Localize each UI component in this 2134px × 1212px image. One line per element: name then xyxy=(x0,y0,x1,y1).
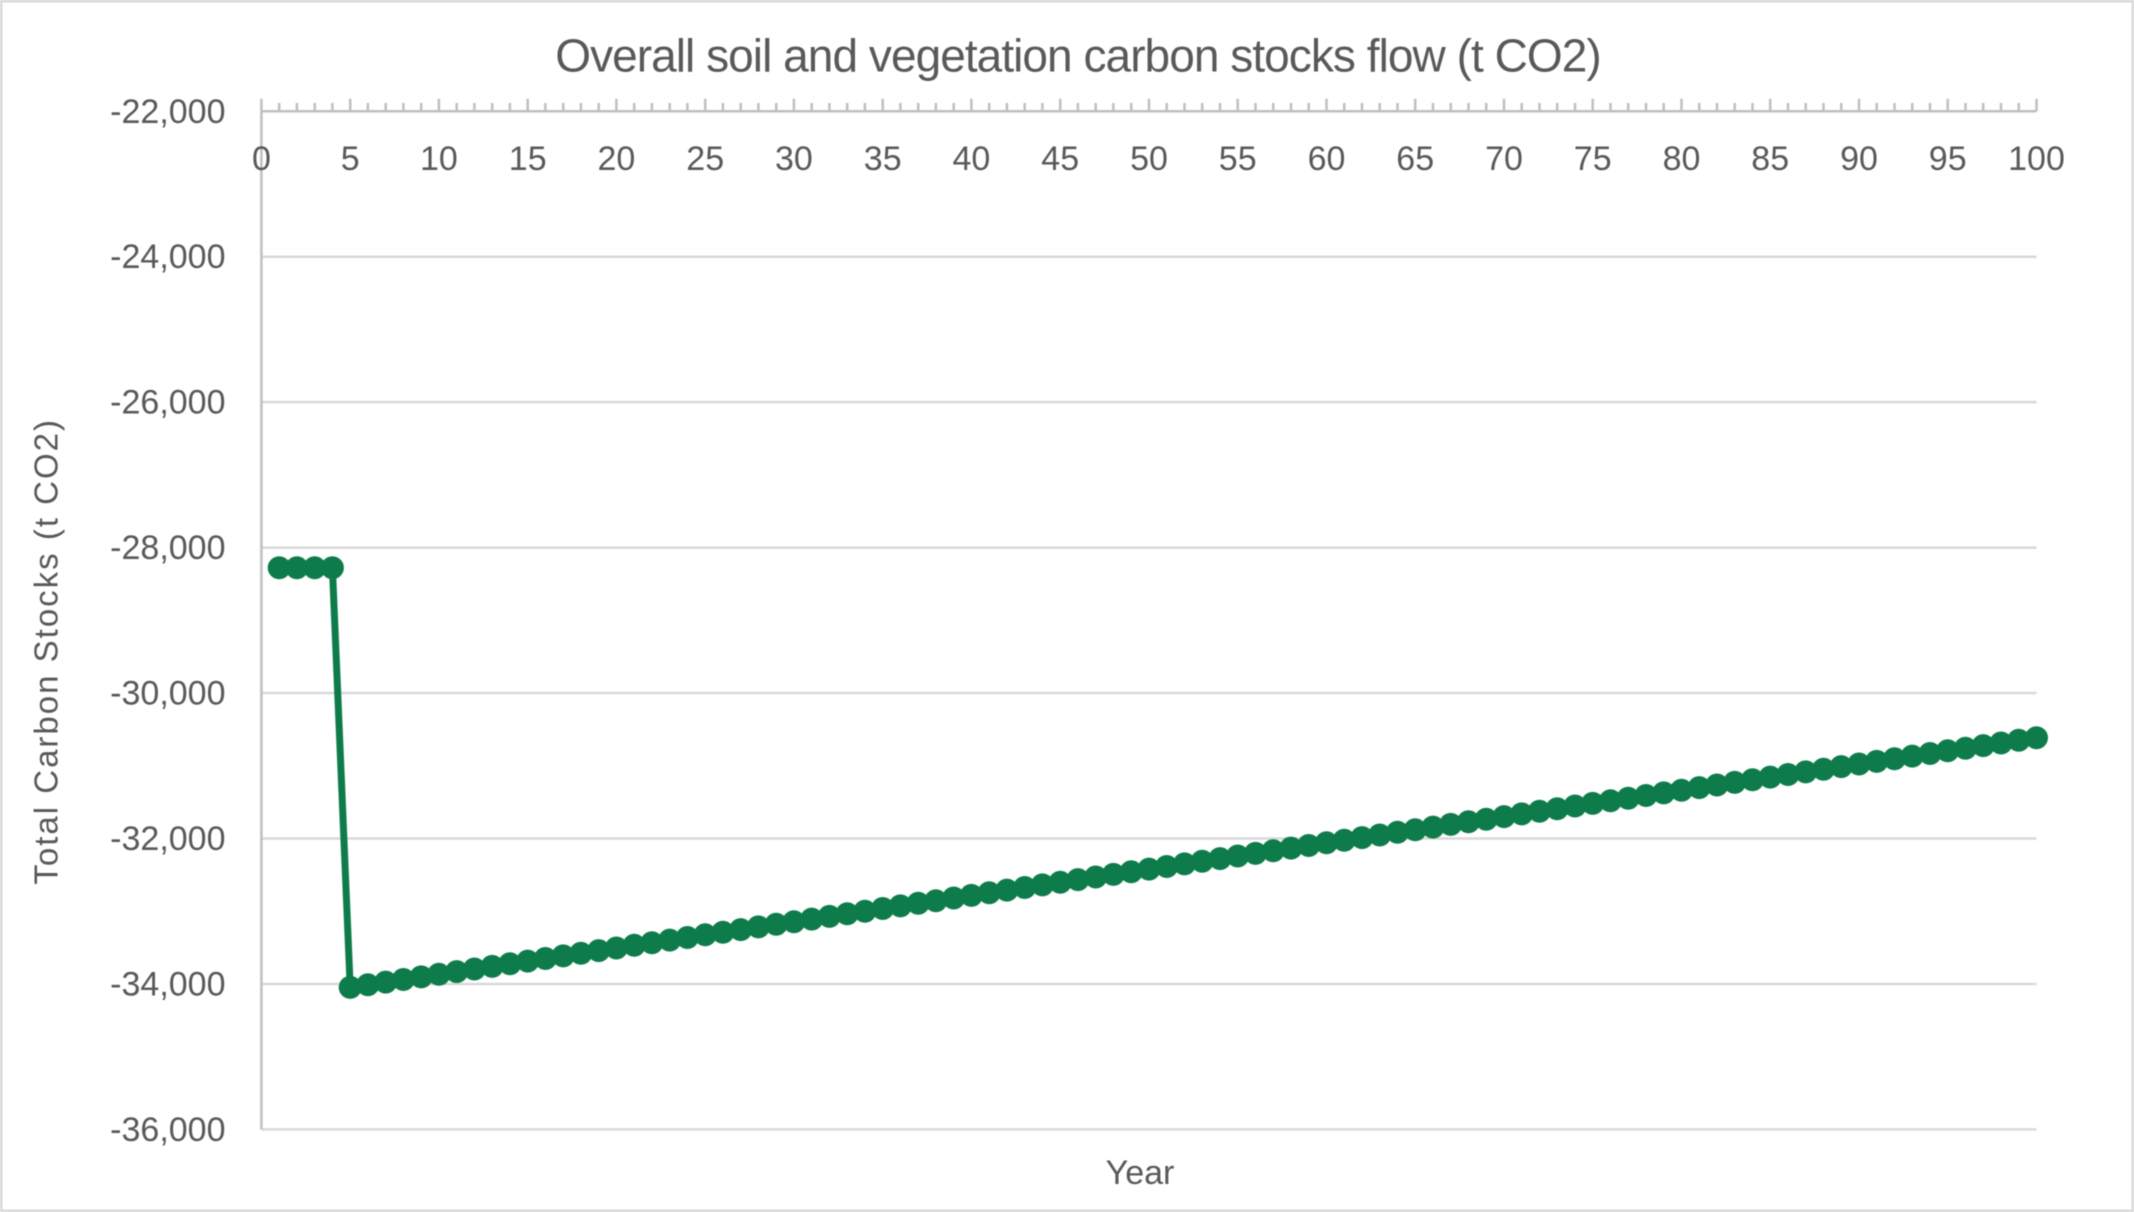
svg-text:35: 35 xyxy=(864,140,902,178)
svg-text:-26,000: -26,000 xyxy=(110,384,225,422)
svg-text:70: 70 xyxy=(1485,140,1523,178)
svg-text:-24,000: -24,000 xyxy=(110,238,225,276)
svg-text:80: 80 xyxy=(1663,140,1701,178)
svg-text:65: 65 xyxy=(1396,140,1434,178)
svg-text:90: 90 xyxy=(1840,140,1878,178)
svg-text:Year: Year xyxy=(1106,1154,1175,1192)
svg-text:45: 45 xyxy=(1041,140,1079,178)
svg-text:-34,000: -34,000 xyxy=(110,965,225,1003)
svg-text:50: 50 xyxy=(1130,140,1168,178)
svg-text:5: 5 xyxy=(341,140,360,178)
svg-text:85: 85 xyxy=(1751,140,1789,178)
svg-text:Overall soil and vegetation ca: Overall soil and vegetation carbon stock… xyxy=(555,30,1601,82)
svg-text:20: 20 xyxy=(597,140,635,178)
svg-text:95: 95 xyxy=(1929,140,1967,178)
svg-text:-32,000: -32,000 xyxy=(110,820,225,858)
svg-text:30: 30 xyxy=(775,140,813,178)
svg-text:-22,000: -22,000 xyxy=(110,93,225,131)
svg-text:-28,000: -28,000 xyxy=(110,529,225,567)
svg-text:60: 60 xyxy=(1308,140,1346,178)
svg-text:25: 25 xyxy=(686,140,724,178)
svg-text:75: 75 xyxy=(1574,140,1612,178)
svg-text:Total Carbon Stocks (t CO2): Total Carbon Stocks (t CO2) xyxy=(28,418,65,885)
svg-text:10: 10 xyxy=(420,140,458,178)
svg-text:0: 0 xyxy=(252,140,271,178)
svg-text:-36,000: -36,000 xyxy=(110,1111,225,1149)
svg-text:-30,000: -30,000 xyxy=(110,675,225,713)
svg-text:40: 40 xyxy=(952,140,990,178)
svg-text:55: 55 xyxy=(1219,140,1257,178)
svg-text:100: 100 xyxy=(2008,140,2065,178)
svg-text:15: 15 xyxy=(509,140,547,178)
